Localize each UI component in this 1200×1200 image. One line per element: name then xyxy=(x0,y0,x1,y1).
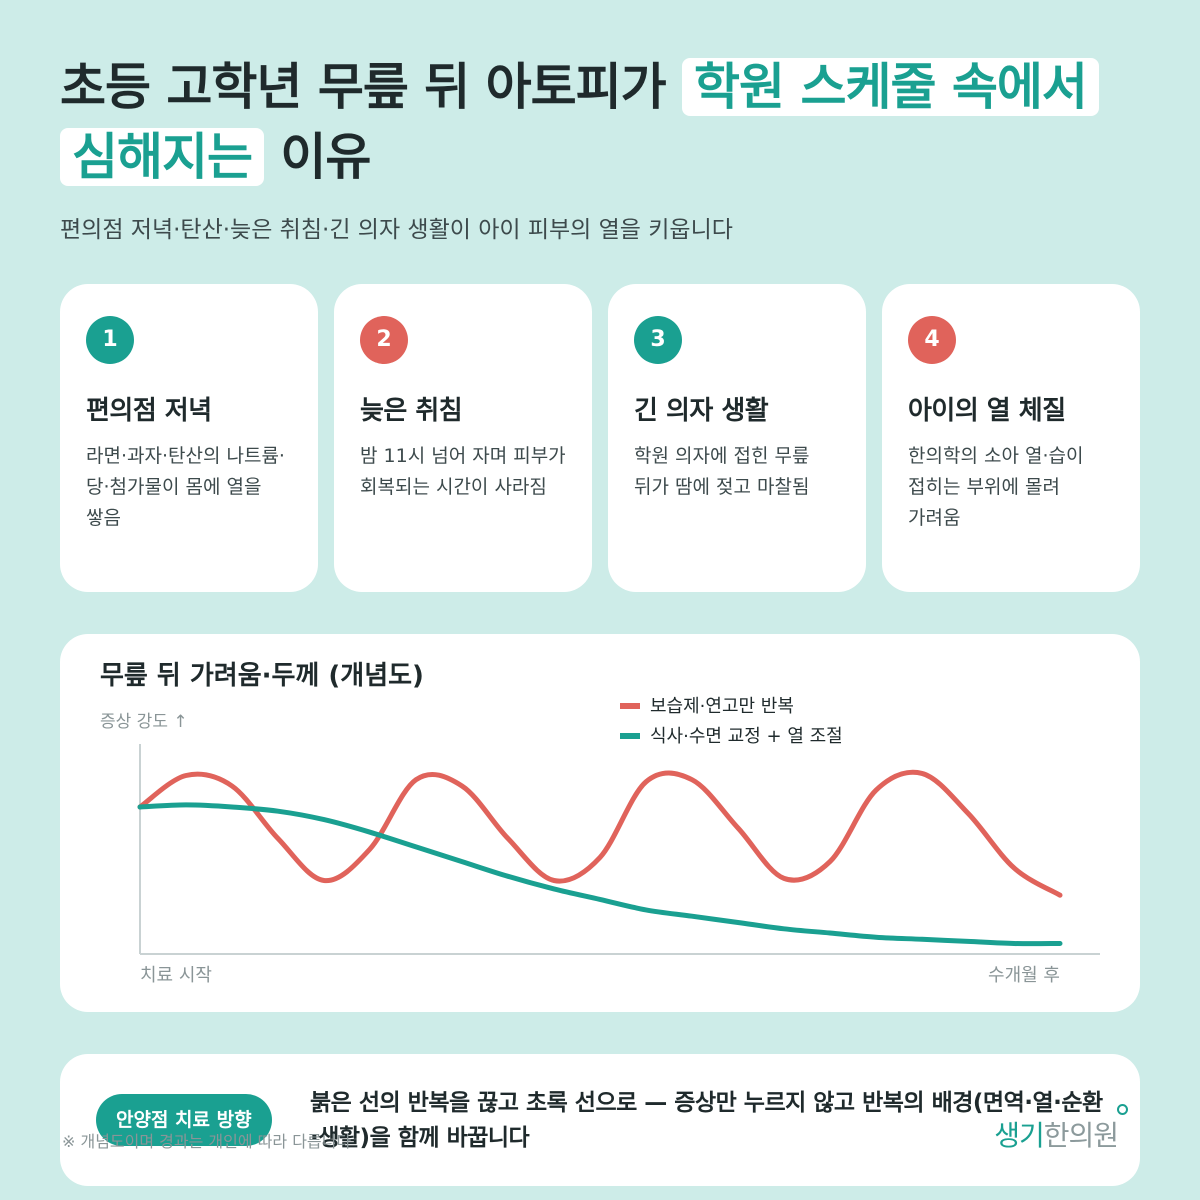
title-part1: 초등 고학년 무릎 뒤 아토피가 xyxy=(60,58,683,116)
brand-name-1: 생기 xyxy=(994,1119,1045,1152)
card-title: 늦은 취침 xyxy=(360,396,463,426)
card-description: 밤 11시 넘어 자며 피부가 회복되는 시간이 사라짐 xyxy=(360,445,566,498)
chart-card: 무릎 뒤 가려움·두께 (개념도) 증상 강도 ↑ 치료 시작 수개월 후 보습… xyxy=(60,634,1140,1012)
x-end-label: 수개월 후 xyxy=(988,965,1060,986)
card-title: 아이의 열 체질 xyxy=(908,396,1066,426)
step-number-4: 4 xyxy=(908,316,956,364)
step-number-3: 3 xyxy=(634,316,682,364)
card-description: 한의학의 소아 열·습이 접히는 부위에 몰려 가려움 xyxy=(908,445,1084,529)
title-part2: 이유 xyxy=(264,128,371,186)
brand-dot-icon xyxy=(1117,1104,1128,1115)
series-line-2 xyxy=(137,802,1063,947)
x-start-label: 치료 시작 xyxy=(140,965,212,986)
series-layer xyxy=(137,769,1063,947)
branch-badge: 안양점 치료 방향 xyxy=(96,1094,272,1146)
concept-chart: 무릎 뒤 가려움·두께 (개념도) 증상 강도 ↑ 치료 시작 수개월 후 보습… xyxy=(100,661,1100,986)
cause-card-2: 2 늦은 취침 밤 11시 넘어 자며 피부가 회복되는 시간이 사라짐 xyxy=(334,284,592,592)
brand-name-2: 한의원 xyxy=(1043,1119,1119,1152)
series-line-1 xyxy=(137,769,1063,898)
brand-logo: 생기한의원 xyxy=(994,1114,1119,1154)
treatment-message: 붉은 선의 반복을 끊고 초록 선으로 — 증상만 누르지 않고 반복의 배경(… xyxy=(310,1090,1103,1151)
card-description: 학원 의자에 접힌 무릎 뒤가 땀에 젖고 마찰됨 xyxy=(634,445,810,498)
card-description: 라면·과자·탄산의 나트륨·당·첨가물이 몸에 열을 쌓음 xyxy=(86,445,285,529)
legend-label-2: 식사·수면 교정 + 열 조절 xyxy=(650,726,843,747)
card-title: 긴 의자 생활 xyxy=(634,396,769,426)
y-axis-label: 증상 강도 ↑ xyxy=(100,712,188,732)
step-number-1: 1 xyxy=(86,316,134,364)
chart-title: 무릎 뒤 가려움·두께 (개념도) xyxy=(100,661,424,691)
legend-label-1: 보습제·연고만 반복 xyxy=(650,696,794,717)
step-number-2: 2 xyxy=(360,316,408,364)
treatment-direction-card: 안양점 치료 방향 붉은 선의 반복을 끊고 초록 선으로 — 증상만 누르지 … xyxy=(60,1054,1140,1186)
cause-card-1: 1 편의점 저녁 라면·과자·탄산의 나트륨·당·첨가물이 몸에 열을 쌓음 xyxy=(60,284,318,592)
page-title: 초등 고학년 무릎 뒤 아토피가 학원 스케줄 속에서 심해지는 이유 xyxy=(60,52,1140,192)
cause-card-4: 4 아이의 열 체질 한의학의 소아 열·습이 접히는 부위에 몰려 가려움 xyxy=(882,284,1140,592)
disclaimer-note: ※ 개념도이며 경과는 개인에 따라 다릅니다 xyxy=(62,1132,352,1151)
cause-card-3: 3 긴 의자 생활 학원 의자에 접힌 무릎 뒤가 땀에 젖고 마찰됨 xyxy=(608,284,866,592)
page-subtitle: 편의점 저녁·탄산·늦은 취침·긴 의자 생활이 아이 피부의 열을 키웁니다 xyxy=(60,217,733,243)
card-title: 편의점 저녁 xyxy=(86,396,212,426)
